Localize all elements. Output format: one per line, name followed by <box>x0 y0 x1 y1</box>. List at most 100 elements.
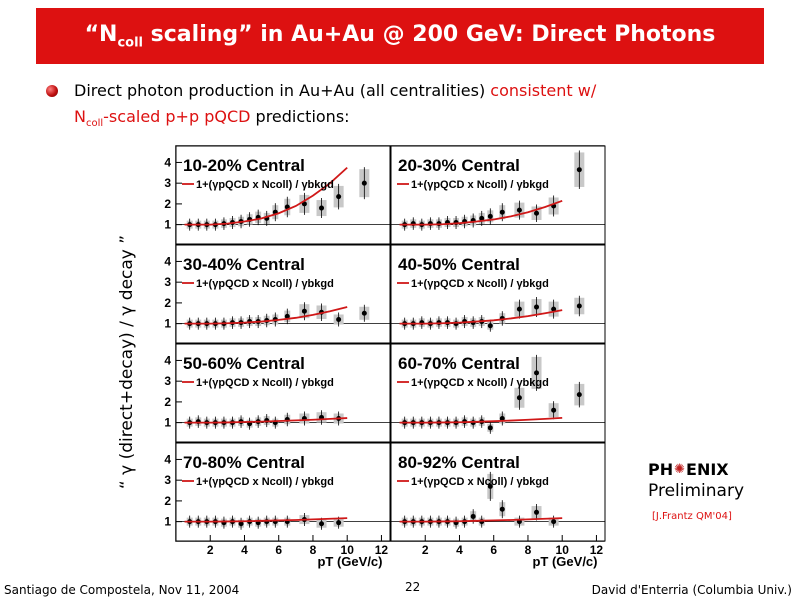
panel-frame <box>175 442 391 542</box>
data-point <box>319 205 325 211</box>
x-tick-label: 2 <box>207 543 214 557</box>
data-point <box>487 425 493 431</box>
y-tick-label: 2 <box>164 395 171 409</box>
footer-page-number: 22 <box>405 580 421 594</box>
x-tick-label: 6 <box>275 543 282 557</box>
panel-title: 60-70% Central <box>398 354 520 373</box>
bullet-text-part: Direct photon production in Au+Au (all c… <box>74 81 491 100</box>
pqcd-curve <box>184 417 348 424</box>
bullet-highlight-part: N <box>74 107 86 126</box>
data-point <box>516 306 522 312</box>
data-point <box>238 521 244 527</box>
x-tick-label: 4 <box>456 543 463 557</box>
x-axis-label: pT (GeV/c) <box>532 554 597 569</box>
pqcd-curve <box>399 517 563 523</box>
data-point <box>576 392 582 398</box>
data-point <box>336 520 342 526</box>
x-tick-label: 10 <box>341 543 355 557</box>
data-point <box>534 509 540 515</box>
data-point <box>576 167 582 173</box>
data-point <box>551 407 557 413</box>
x-tick-label: 10 <box>556 543 570 557</box>
data-point <box>499 209 505 215</box>
x-tick-label: 4 <box>241 543 248 557</box>
y-tick-label: 3 <box>164 275 171 289</box>
y-tick-label: 4 <box>164 353 171 367</box>
legend-label: 1+(γpQCD x Ncoll) / γbkgd <box>196 476 334 488</box>
bullet-icon <box>46 85 58 97</box>
panel-title: 20-30% Central <box>398 156 520 175</box>
panel-frame <box>390 343 606 443</box>
panel-40-50-central: 40-50% Central 1+(γpQCD x Ncoll) / γbkgd <box>390 244 606 344</box>
pqcd-curve <box>184 306 348 325</box>
y-tick-label: 2 <box>164 494 171 508</box>
panel-30-40-central: 1 2 3 4 30-40% Central 1+(γpQCD x Ncoll) / γb… <box>164 244 391 344</box>
data-point <box>534 370 540 376</box>
data-point <box>551 519 557 525</box>
pqcd-curve <box>184 517 348 523</box>
legend-label: 1+(γpQCD x Ncoll) / γbkgd <box>411 476 549 488</box>
pqcd-curve <box>399 199 563 226</box>
panel-frame <box>390 145 606 245</box>
data-point <box>499 506 505 512</box>
x-axis-label: pT (GeV/c) <box>317 554 382 569</box>
data-point <box>361 310 367 316</box>
panel-title: 40-50% Central <box>398 255 520 274</box>
x-tick-label: 12 <box>375 543 389 557</box>
phenix-bird-icon: ✺ <box>674 462 686 477</box>
panel-20-30-central: 20-30% Central 1+(γpQCD x Ncoll) / γbkgd <box>390 145 606 245</box>
data-point <box>499 415 505 421</box>
data-point <box>534 210 540 216</box>
title-part: scaling” in Au+Au @ 200 GeV: Direct Phot… <box>143 21 716 47</box>
panel-frame <box>175 145 391 245</box>
bullet-text-part: predictions: <box>250 107 350 126</box>
x-tick-label: 6 <box>490 543 497 557</box>
y-tick-label: 3 <box>164 473 171 487</box>
bullet-text: Direct photon production in Au+Au (all c… <box>74 78 714 137</box>
data-point <box>479 215 485 221</box>
legend-label: 1+(γpQCD x Ncoll) / γbkgd <box>411 179 549 191</box>
data-point <box>576 303 582 309</box>
slide-title: “Ncoll scaling” in Au+Au @ 200 GeV: Dire… <box>85 22 716 50</box>
preliminary-label: Preliminary <box>648 481 744 501</box>
title-part: “N <box>84 21 118 47</box>
bullet-highlight: consistent w/ <box>490 81 597 100</box>
legend-label: 1+(γpQCD x Ncoll) / γbkgd <box>196 377 334 389</box>
panel-frame <box>175 343 391 443</box>
y-tick-label: 2 <box>164 197 171 211</box>
x-tick-label: 8 <box>525 543 532 557</box>
phenix-logo-block: PH ✺ ENIX Preliminary <box>648 460 744 501</box>
data-point <box>487 483 493 489</box>
data-point <box>470 513 476 519</box>
data-point <box>487 323 493 329</box>
bullet-subscript: coll <box>85 118 104 130</box>
logo-text: PH <box>648 460 674 479</box>
panel-title: 10-20% Central <box>183 156 305 175</box>
y-tick-label: 4 <box>164 254 171 268</box>
panel-title: 70-80% Central <box>183 453 305 472</box>
data-point <box>487 213 493 219</box>
panel-60-70-central: 60-70% Central 1+(γpQCD x Ncoll) / γbkgd <box>390 343 606 443</box>
legend-label: 1+(γpQCD x Ncoll) / γbkgd <box>411 377 549 389</box>
pqcd-curve <box>184 166 348 226</box>
title-subscript: coll <box>117 35 144 51</box>
panel-title: 80-92% Central <box>398 453 520 472</box>
data-point <box>516 395 522 401</box>
data-point <box>551 306 557 312</box>
legend-label: 1+(γpQCD x Ncoll) / γbkgd <box>196 179 334 191</box>
panel-80-92-central: 2 4 6 8 10 12 80-92% Central 1+(γpQCD x Ncoll) … <box>390 442 606 557</box>
x-tick-label: 12 <box>590 543 604 557</box>
x-tick-label: 8 <box>310 543 317 557</box>
data-point <box>534 304 540 310</box>
title-bar: “Ncoll scaling” in Au+Au @ 200 GeV: Dire… <box>36 8 764 64</box>
panel-title: 30-40% Central <box>183 255 305 274</box>
panel-title: 50-60% Central <box>183 354 305 373</box>
footer-venue: Santiago de Compostela, Nov 11, 2004 <box>4 583 240 597</box>
y-tick-label: 1 <box>164 218 171 232</box>
logo-text: ENIX <box>686 460 729 479</box>
footer-author: David d'Enterria (Columbia Univ.) <box>591 583 792 597</box>
y-tick-label: 4 <box>164 452 171 466</box>
data-point <box>319 521 325 527</box>
data-point <box>301 201 307 207</box>
